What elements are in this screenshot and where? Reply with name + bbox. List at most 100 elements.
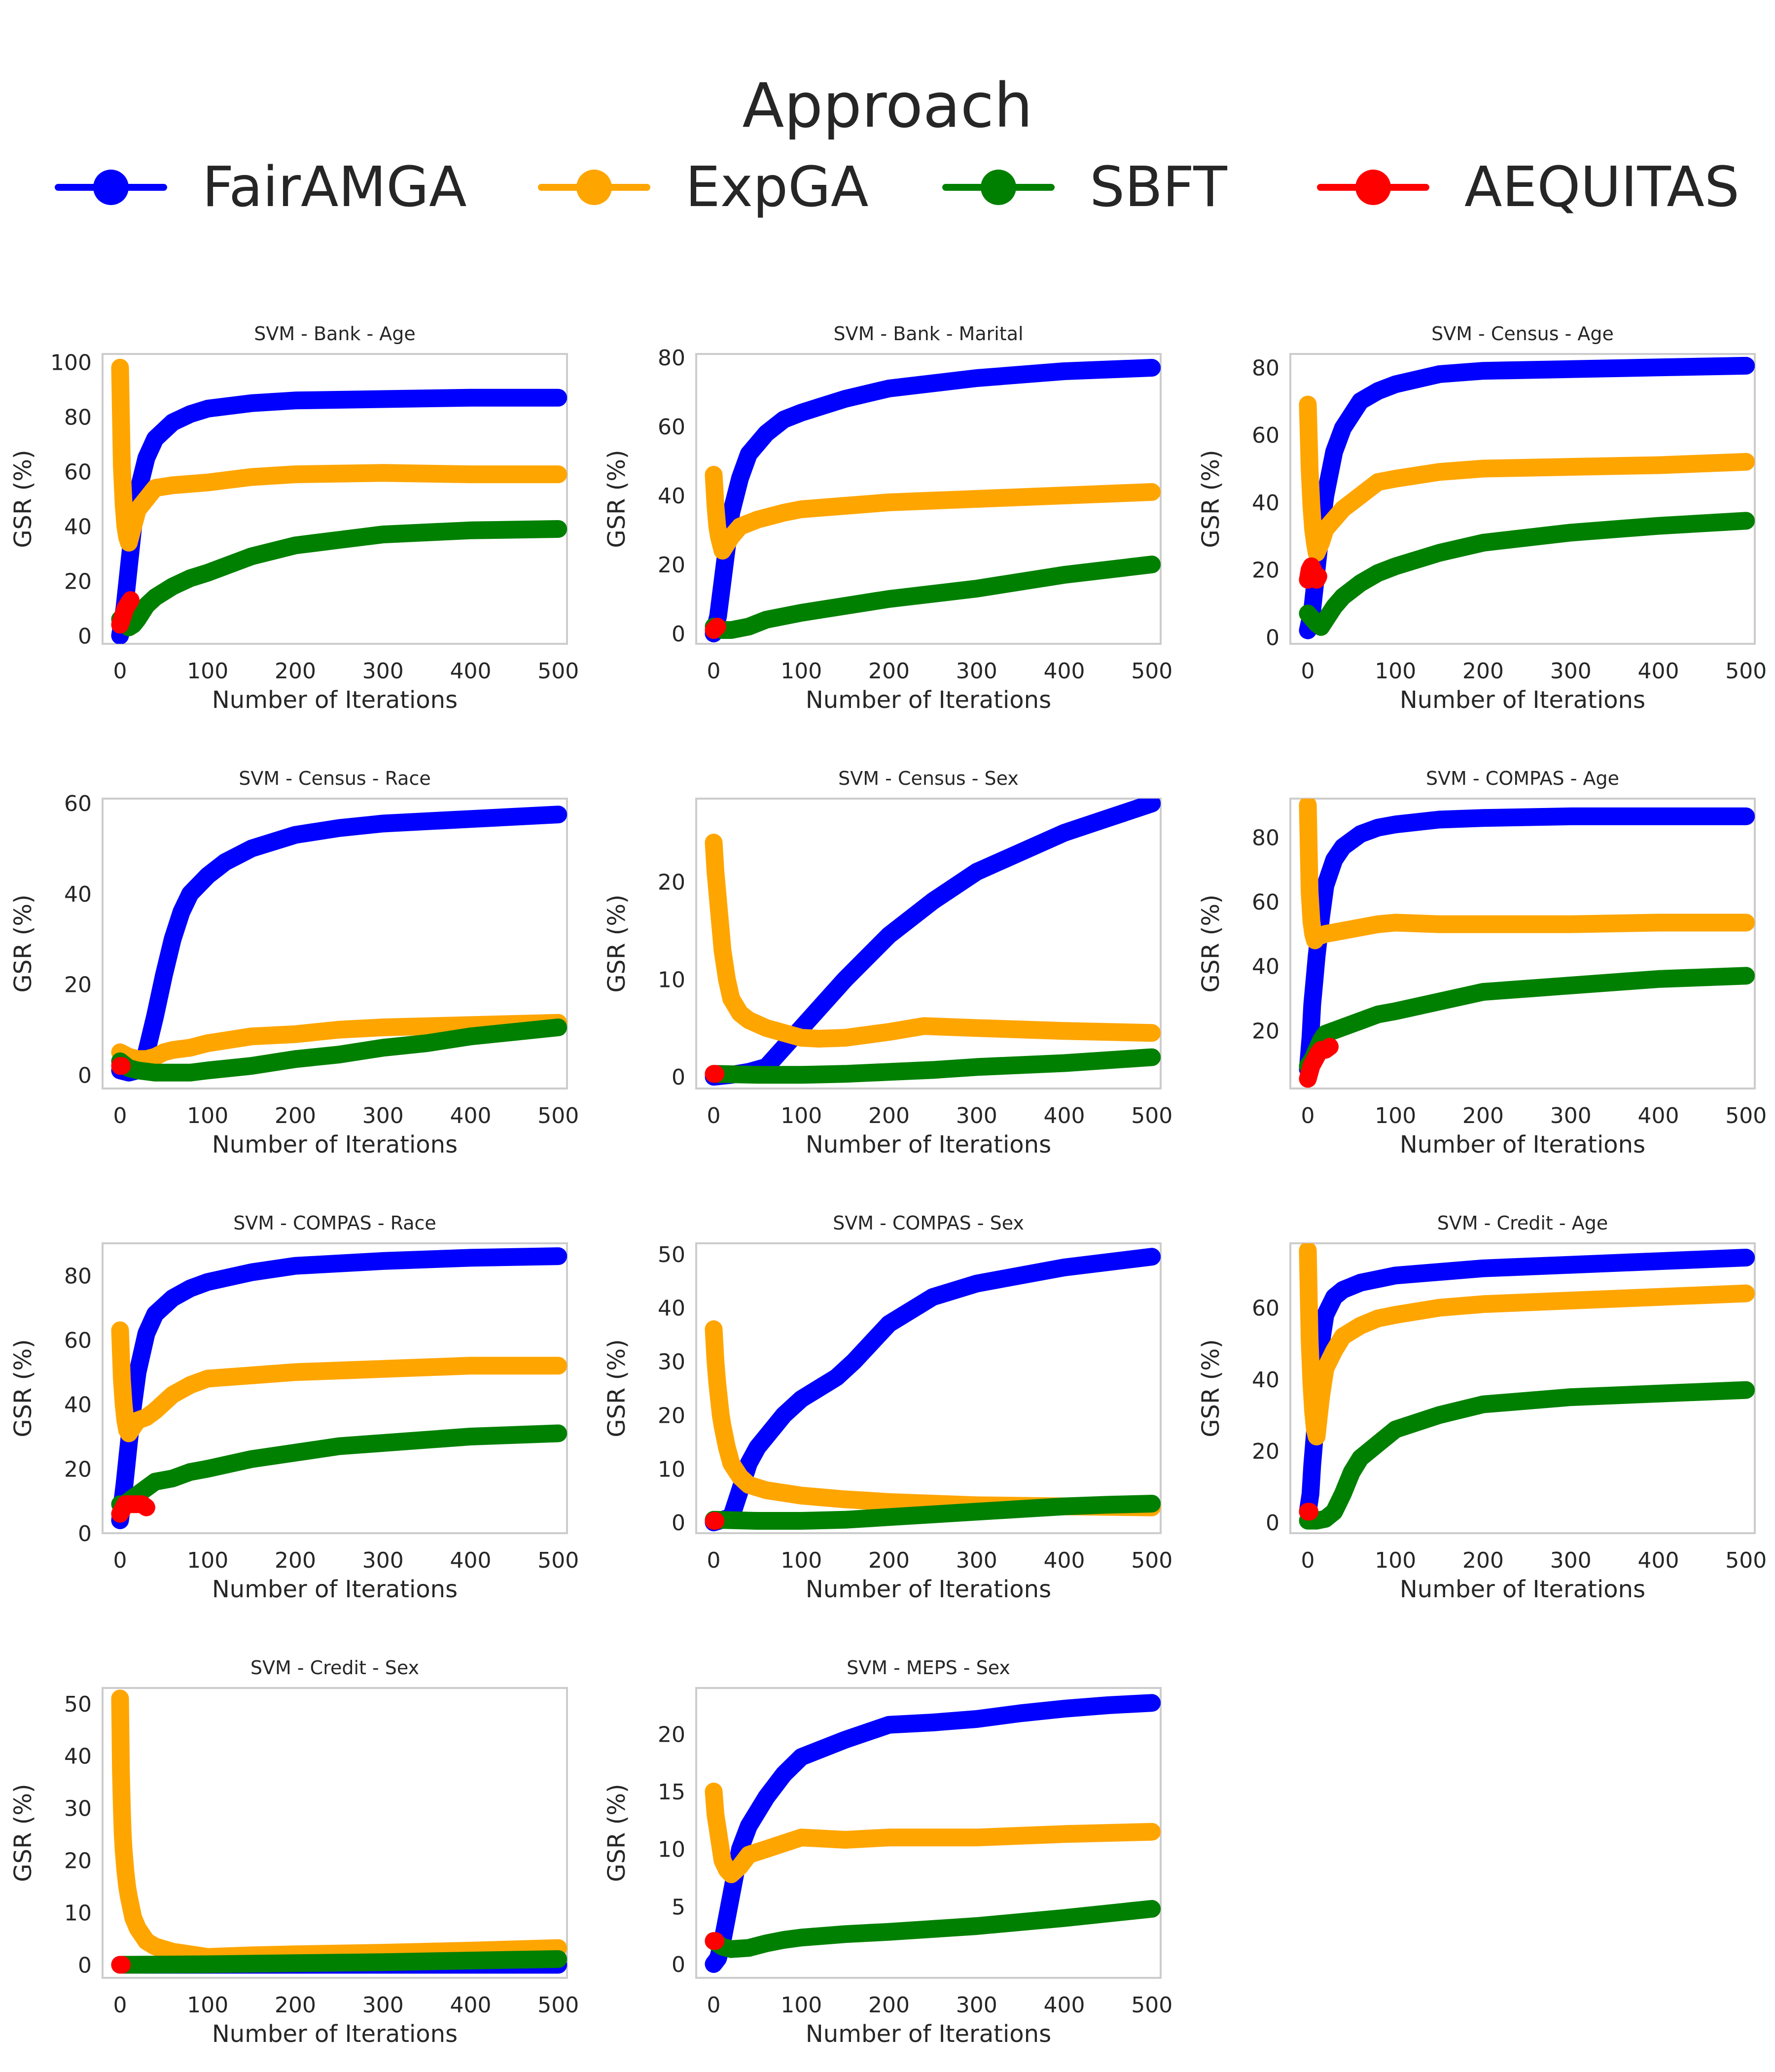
chart-4-series-expga-point <box>201 1036 214 1050</box>
chart-2-series-expga-point <box>709 499 722 513</box>
chart-7-series-fairamga-point <box>166 1291 179 1305</box>
chart-6-series-expga-point <box>1353 920 1367 934</box>
chart-5-series-expga-point <box>709 865 722 879</box>
chart-2-ytick-label: 80 <box>658 346 685 371</box>
chart-6-series-fairamga-point <box>1371 821 1385 835</box>
chart-11-series-expga-point <box>759 1842 773 1856</box>
chart-9-series-expga-point <box>1371 1311 1385 1325</box>
chart-2-series-fairamga-point <box>882 382 896 395</box>
chart-11-series-fairamga-point <box>838 1733 852 1747</box>
chart-10-series-sbft-line <box>120 1959 559 1965</box>
chart-2-series-sbft-point <box>838 599 852 613</box>
chart-3-series-expga-point <box>1301 398 1315 412</box>
chart-3-series-fairamga-point <box>1318 489 1332 502</box>
chart-3-xtick-label: 100 <box>1375 659 1416 684</box>
chart-9-series-expga-point <box>1314 1390 1328 1404</box>
chart-8-series-expga-point <box>838 1492 852 1506</box>
chart-7-series-expga-point <box>245 1369 258 1382</box>
chart-7-series-expga-point <box>183 1378 197 1392</box>
chart-1-series-expga-point <box>551 467 565 481</box>
chart-4-series-fairamga-point <box>148 1009 162 1023</box>
chart-6-series-expga-point <box>1318 927 1332 941</box>
chart-8-series-aequitas-point <box>709 1514 722 1528</box>
chart-9-series-sbft-point <box>1336 1487 1350 1501</box>
chart-1-ytick-label: 60 <box>64 460 92 485</box>
chart-7-xtick-label: 300 <box>362 1548 404 1573</box>
chart-4-xtick-label: 200 <box>275 1103 316 1128</box>
chart-6-series-sbft-point <box>1371 1008 1385 1021</box>
chart-11-svm-meps-sex: SVM - MEPS - Sex0 100 200 300 400 50005101520… <box>603 1657 1172 2048</box>
chart-7-series-sbft-point <box>148 1475 162 1489</box>
chart-1-series-fairamga-point <box>376 392 390 406</box>
chart-8-series-fairamga-point <box>759 1430 773 1443</box>
chart-6-xtick-label: 400 <box>1637 1103 1679 1128</box>
chart-5-series-expga-point <box>742 1013 756 1027</box>
chart-9-series-expga-point <box>1388 1308 1402 1322</box>
chart-1-series-fairamga-point <box>201 402 214 416</box>
chart-11-series-fairamga-point <box>970 1712 984 1726</box>
chart-6-series-fairamga-point <box>1305 998 1319 1012</box>
chart-5-series-sbft-point <box>970 1060 984 1074</box>
chart-2-ytick-label: 20 <box>658 553 685 578</box>
chart-7-ylabel: GSR (%) <box>9 1339 37 1437</box>
chart-3-series-expga-point <box>1305 499 1318 513</box>
chart-2-series-fairamga-point <box>1058 364 1071 378</box>
chart-7-ytick-label: 0 <box>78 1521 92 1546</box>
chart-9-series-sbft-point <box>1353 1451 1367 1465</box>
chart-8-series-expga-point <box>720 1440 734 1454</box>
chart-4-series-expga-point <box>376 1020 390 1034</box>
chart-11-series-fairamga-point <box>742 1819 756 1833</box>
chart-2-series-expga-point <box>794 502 808 516</box>
chart-5-series-expga-point <box>712 904 726 918</box>
chart-6-series-fairamga-point <box>1739 809 1753 823</box>
chart-11-series-expga-point <box>970 1830 984 1844</box>
chart-8-series-sbft-point <box>794 1514 808 1528</box>
chart-9-xtick-label: 0 <box>1301 1548 1315 1573</box>
chart-5-series-fairamga-point <box>1058 826 1071 840</box>
chart-5-series-sbft-point <box>794 1068 808 1082</box>
chart-10-svm-credit-sex: SVM - Credit - Sex0 100 200 300 400 500010203… <box>9 1657 579 2048</box>
chart-7-series-sbft-point <box>245 1452 258 1466</box>
chart-4-ytick-label: 20 <box>64 973 92 998</box>
chart-6-ytick-label: 60 <box>1252 890 1279 915</box>
chart-7-series-sbft-point <box>201 1462 214 1475</box>
chart-8-series-fairamga-point <box>1058 1261 1071 1274</box>
chart-9-series-fairamga-point <box>1305 1458 1319 1472</box>
chart-1-xtick-label: 100 <box>187 659 228 684</box>
chart-6-series-fairamga-point <box>1388 817 1402 831</box>
chart-2-series-fairamga-point <box>733 471 747 485</box>
chart-7-series-fairamga-point <box>140 1327 153 1340</box>
chart-2-series-expga-point <box>733 520 747 533</box>
chart-7-series-sbft-point <box>183 1465 197 1479</box>
chart-4-series-fairamga-point <box>157 968 171 982</box>
chart-1-series-sbft-point <box>148 591 162 604</box>
chart-1-series-sbft-point <box>288 538 302 552</box>
chart-3-xtick-label: 200 <box>1462 659 1504 684</box>
chart-3-series-fairamga-point <box>1336 421 1350 435</box>
chart-11-ytick-label: 20 <box>658 1722 685 1747</box>
chart-9-series-fairamga-point <box>1432 1265 1446 1279</box>
chart-7-series-expga-point <box>117 1398 131 1411</box>
chart-10-series-expga-point <box>118 1864 132 1878</box>
chart-3-series-expga-point <box>1314 536 1328 550</box>
chart-5-series-expga-point <box>882 1025 896 1039</box>
chart-8-series-fairamga-point <box>970 1277 984 1291</box>
chart-1-ylabel: GSR (%) <box>9 450 37 548</box>
chart-10-series-expga-point <box>113 1691 127 1705</box>
chart-1-ytick-label: 40 <box>64 514 92 539</box>
chart-9-series-expga-point <box>1476 1297 1490 1311</box>
chart-3-series-expga-point <box>1388 472 1402 486</box>
chart-3-series-fairamga-point <box>1353 394 1367 408</box>
chart-3-series-fairamga-point <box>1327 445 1341 458</box>
chart-8-series-expga-point <box>742 1478 756 1492</box>
chart-8-xtick-label: 400 <box>1043 1548 1085 1573</box>
chart-2-xtick-label: 100 <box>781 659 822 684</box>
chart-4-ytick-label: 60 <box>64 791 92 816</box>
chart-5-ytick-label: 20 <box>658 870 685 895</box>
chart-7-xlabel: Number of Iterations <box>212 1576 458 1603</box>
chart-1-ytick-label: 20 <box>64 569 92 594</box>
chart-9-xtick-label: 400 <box>1637 1548 1679 1573</box>
chart-10-series-sbft-point <box>464 1954 478 1967</box>
chart-4-series-sbft-point <box>166 1066 179 1080</box>
chart-1-series-fairamga-point <box>140 451 153 465</box>
